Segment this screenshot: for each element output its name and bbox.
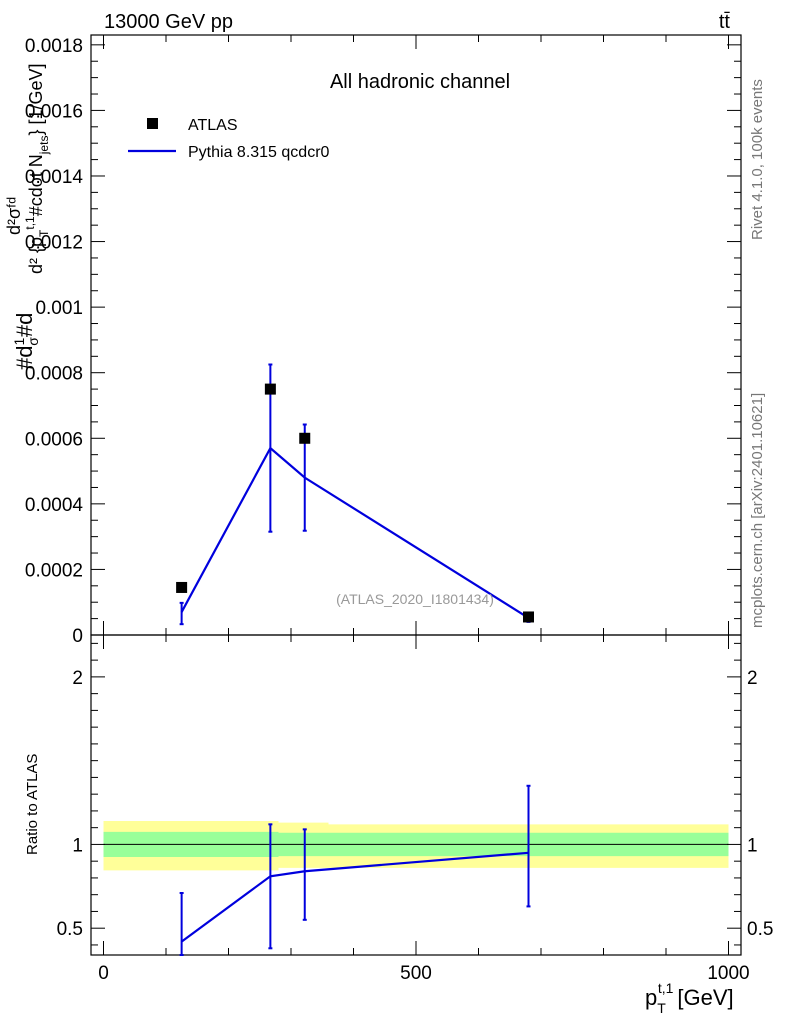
rivet-label: Rivet 4.1.0, 100k events xyxy=(749,79,766,240)
mcplots-label: mcplots.cern.ch [arXiv:2401.10621] xyxy=(749,393,766,628)
legend-label-atlas: ATLAS xyxy=(188,117,238,134)
main-y-tick-label: 0.0016 xyxy=(25,101,83,122)
main-panel: 0 0.0002 0.0004 0.0006 0.0008 0.001 0.0012 0.00… xyxy=(25,34,742,647)
x-tick-label: 1000 xyxy=(707,963,749,984)
main-y-tick-label: 0.0012 xyxy=(25,233,83,254)
energy-label: 13000 GeV pp xyxy=(104,11,233,33)
main-y-tick-label: 0.0006 xyxy=(25,429,83,450)
atlas-data-point xyxy=(176,581,188,593)
ratio-y-tick-label: 1 xyxy=(72,835,83,856)
main-y-tick-label: 0.0008 xyxy=(25,364,83,385)
legend-marker-atlas xyxy=(147,118,158,129)
main-y-tick-label: 0.0002 xyxy=(25,560,83,581)
ratio-pythia-line xyxy=(180,851,529,943)
main-y-tick-label: 0.0004 xyxy=(25,495,84,516)
main-y-tick-label: 0.0018 xyxy=(25,36,83,57)
x-axis-label: pTt,1 [GeV] xyxy=(645,980,734,1016)
ratio-y-tick-label-right: 0.5 xyxy=(747,919,773,940)
legend-label-pythia: Pythia 8.315 qcdcr0 xyxy=(188,144,330,161)
x-tick-label: 500 xyxy=(400,963,432,984)
ratio-y-tick-label: 2 xyxy=(72,668,83,689)
ratio-frame xyxy=(90,634,742,956)
ratio-y-axis-label: Ratio to ATLAS xyxy=(24,754,41,855)
main-y-tick-label: 0 xyxy=(72,626,83,647)
main-y-tick-label: 0.001 xyxy=(35,298,83,319)
ratio-y-tick-label: 0.5 xyxy=(57,919,83,940)
process-label: tt̄ xyxy=(719,11,731,33)
atlas-data-point xyxy=(523,611,534,623)
svg-text:d² {pTt,1#cdot Njets} [1/GeV]: d² {pTt,1#cdot Njets} [1/GeV] xyxy=(23,64,51,275)
x-tick-label: 0 xyxy=(98,963,109,984)
legend: ATLAS Pythia 8.315 qcdcr0 xyxy=(128,117,330,161)
ratio-y-tick-label-right: 1 xyxy=(747,835,758,856)
watermark: (ATLAS_2020_I1801434) xyxy=(336,591,494,607)
main-title: All hadronic channel xyxy=(330,71,510,93)
svg-text:pTt,1[GeV]: pTt,1 [GeV] xyxy=(645,980,734,1016)
main-y-axis-label: #d1σ#d d²σᶠᵈ d² {pTt,1#cdot Njets} [1/Ge… xyxy=(4,64,51,371)
ratio-panel: 0.5 0.5 1 1 2 2 0 500 1000 xyxy=(57,634,773,984)
atlas-data-point xyxy=(299,432,311,444)
ratio-y-tick-label-right: 2 xyxy=(747,668,758,689)
main-y-tick-label: 0.0014 xyxy=(25,167,84,188)
svg-text:#d1σ#d: #d1σ#d xyxy=(11,313,41,370)
atlas-data-point xyxy=(264,383,276,395)
pythia-line xyxy=(180,446,530,619)
svg-text:d²σᶠᵈ: d²σᶠᵈ xyxy=(4,197,24,235)
